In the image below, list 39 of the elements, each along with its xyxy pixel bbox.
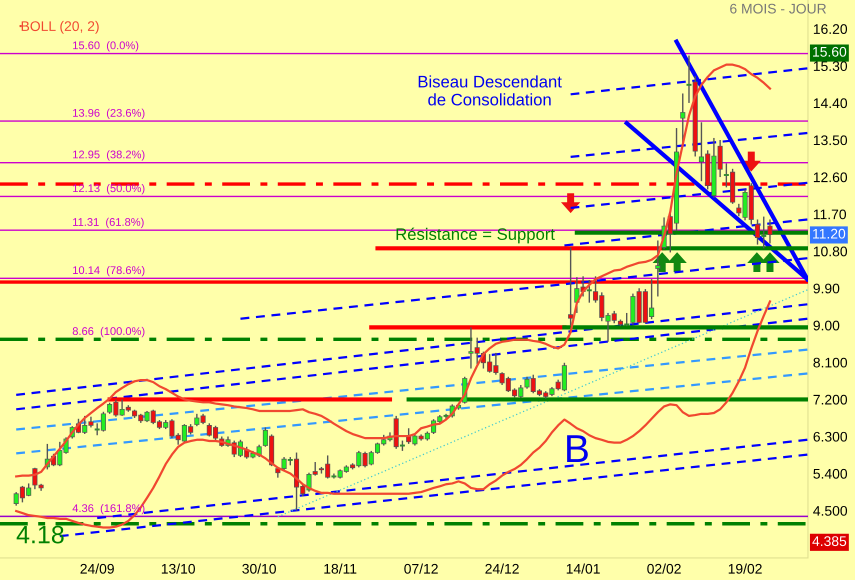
y-tick-label: 14.40: [814, 98, 848, 108]
x-tick-label: 19/02: [728, 564, 762, 574]
x-tick-label: 24/12: [485, 564, 519, 574]
x-tick-label: 02/02: [647, 564, 681, 574]
y-tick-label: 6.300: [814, 432, 848, 442]
y-tick-label: 10.80: [814, 246, 848, 256]
ref-line-label: 12.13 (50.0%): [73, 184, 144, 194]
y-tick-label: 12.60: [814, 172, 848, 182]
x-tick-label: 13/10: [162, 564, 195, 574]
y-tick-label: 13.50: [814, 135, 848, 146]
ref-line-label: 15.60 (0.0%): [73, 41, 138, 52]
y-tick-label: 16.20: [814, 24, 848, 34]
y-tick-label: 5.400: [813, 468, 848, 479]
text: 15.60: [813, 46, 846, 57]
x-tick-label: 18/11: [324, 564, 356, 574]
x-tick-label: 07/12: [404, 564, 438, 574]
y-tick-label: 9.90: [813, 284, 840, 294]
annotation: B: [567, 435, 588, 462]
annotation: 6 MOIS - JOUR: [730, 4, 826, 14]
y-tick-label: 7.200: [814, 394, 848, 405]
legend-label: BOLL (20, 2): [22, 20, 99, 34]
y-tick-label: 9.00: [813, 320, 840, 330]
y-tick-label: 4.500: [813, 506, 848, 516]
y-tick-label: 11.70: [814, 209, 846, 220]
y-tick-label: 15.30: [814, 61, 848, 72]
x-tick-label: 14/01: [566, 564, 600, 574]
ref-line-label: 12.95 (38.2%): [73, 150, 144, 161]
x-tick-label: 30/10: [242, 564, 276, 574]
y-tick-label: 8.100: [813, 358, 848, 368]
text: 11.20: [813, 228, 846, 239]
text: 4.385: [812, 536, 846, 546]
ref-line-label: 13.96 (23.6%): [73, 108, 144, 119]
annotation: Résistance = Support: [396, 228, 555, 244]
ref-line-label: 11.31 (61.8%): [73, 218, 144, 228]
x-tick-label: 24/09: [80, 564, 114, 574]
annotation: Biseau Descendant de Consolidation: [418, 75, 562, 106]
ref-line-label: 8.66 (100.0%): [72, 326, 144, 338]
annotation: 4.18: [16, 526, 64, 544]
ref-line-label: 10.14 (78.6%): [73, 266, 144, 276]
